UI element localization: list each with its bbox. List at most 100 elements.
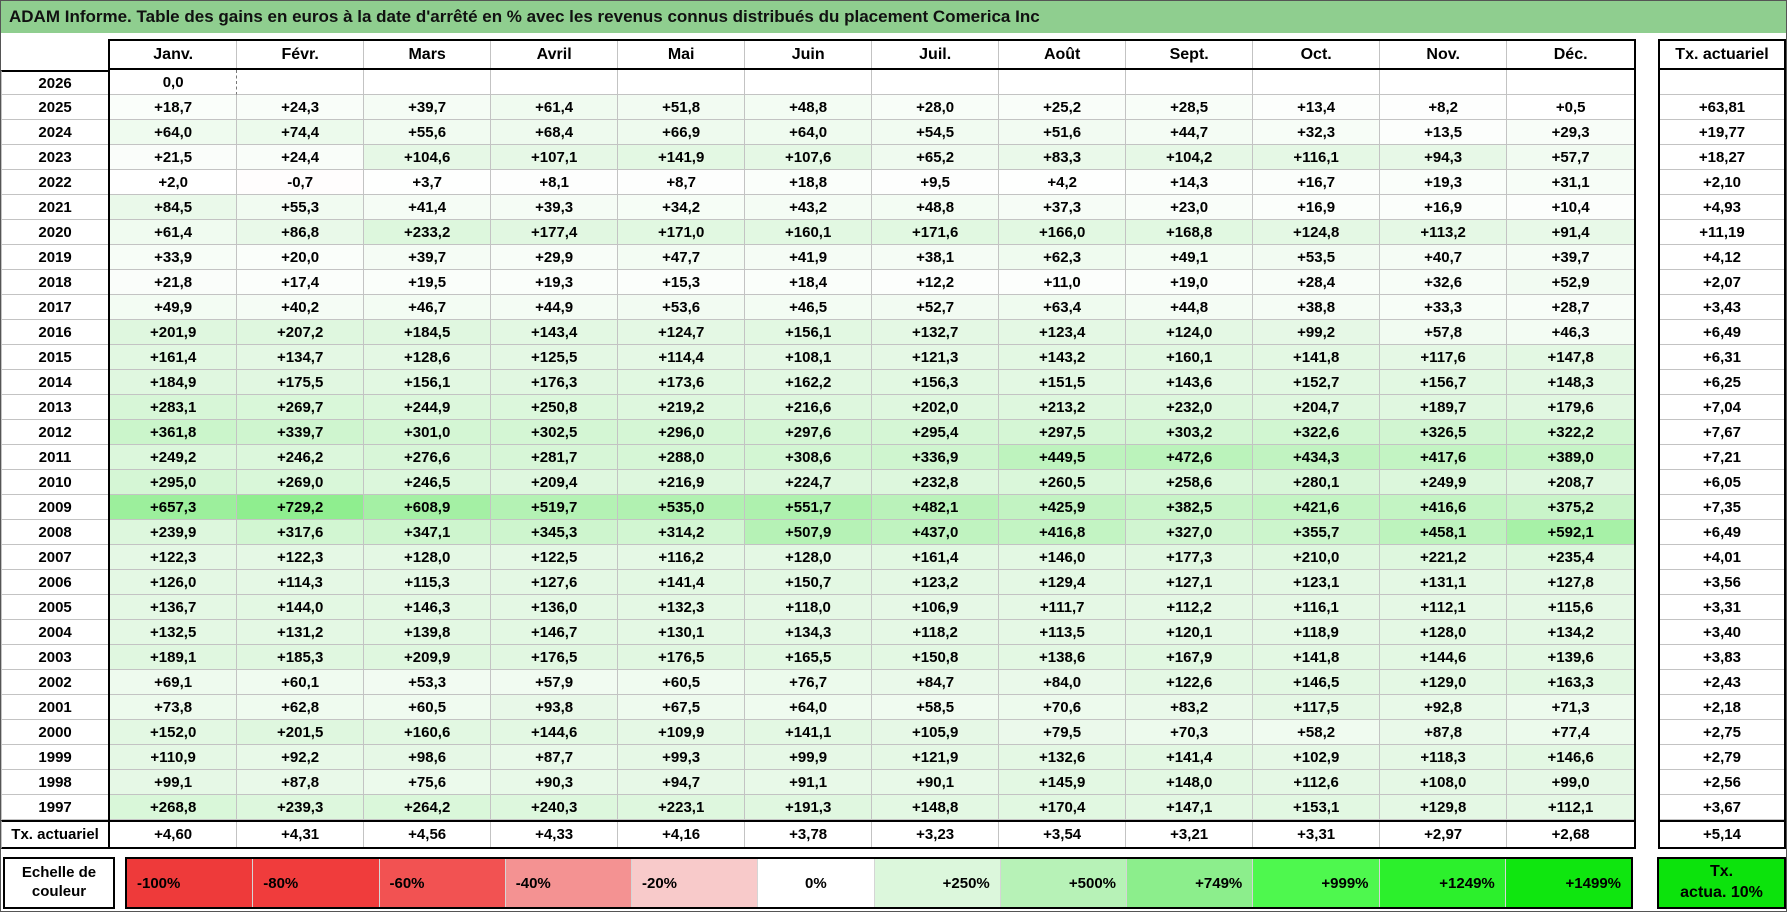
- table-cell[interactable]: +60,5: [364, 695, 492, 720]
- year-label[interactable]: 1997: [1, 795, 109, 820]
- table-cell[interactable]: +146,3: [364, 595, 492, 620]
- month-header[interactable]: Juil.: [872, 41, 1000, 68]
- footer-cell[interactable]: +4,56: [364, 822, 492, 847]
- table-cell[interactable]: +151,5: [999, 370, 1127, 395]
- scale-swatch[interactable]: +1249%: [1379, 859, 1506, 907]
- table-cell[interactable]: +288,0: [618, 445, 746, 470]
- table-cell[interactable]: +112,1: [1507, 795, 1635, 820]
- year-label[interactable]: 2016: [1, 320, 109, 345]
- table-cell[interactable]: +41,9: [745, 245, 873, 270]
- table-cell[interactable]: +64,0: [745, 120, 873, 145]
- table-cell[interactable]: +185,3: [237, 645, 365, 670]
- table-cell[interactable]: +221,2: [1380, 545, 1508, 570]
- table-cell[interactable]: +170,4: [999, 795, 1127, 820]
- table-cell[interactable]: +13,4: [1253, 95, 1381, 120]
- table-cell[interactable]: +28,7: [1507, 295, 1635, 320]
- year-label[interactable]: 2009: [1, 495, 109, 520]
- table-cell[interactable]: +339,7: [237, 420, 365, 445]
- table-cell[interactable]: +147,8: [1507, 345, 1635, 370]
- table-cell[interactable]: +15,3: [618, 270, 746, 295]
- table-cell[interactable]: +62,3: [999, 245, 1127, 270]
- table-cell[interactable]: +153,1: [1253, 795, 1381, 820]
- table-cell[interactable]: +118,3: [1380, 745, 1508, 770]
- table-cell[interactable]: +44,7: [1126, 120, 1254, 145]
- table-cell[interactable]: +8,2: [1380, 95, 1508, 120]
- table-cell[interactable]: +519,7: [491, 495, 619, 520]
- table-cell[interactable]: [1126, 70, 1254, 95]
- table-cell[interactable]: +99,1: [110, 770, 238, 795]
- table-cell[interactable]: +175,5: [237, 370, 365, 395]
- table-cell[interactable]: +161,4: [872, 545, 1000, 570]
- year-label[interactable]: 2021: [1, 195, 109, 220]
- table-cell[interactable]: +224,7: [745, 470, 873, 495]
- table-cell[interactable]: +176,3: [491, 370, 619, 395]
- table-cell[interactable]: +202,0: [872, 395, 1000, 420]
- table-cell[interactable]: +120,1: [1126, 620, 1254, 645]
- table-cell[interactable]: +18,7: [110, 95, 238, 120]
- table-cell[interactable]: +58,5: [872, 695, 1000, 720]
- table-cell[interactable]: +87,8: [1380, 720, 1508, 745]
- table-cell[interactable]: +416,6: [1380, 495, 1508, 520]
- table-cell[interactable]: +148,8: [872, 795, 1000, 820]
- table-cell[interactable]: +165,5: [745, 645, 873, 670]
- table-cell[interactable]: +132,7: [872, 320, 1000, 345]
- scale-swatch[interactable]: +250%: [874, 859, 1001, 907]
- table-cell[interactable]: +177,3: [1126, 545, 1254, 570]
- table-cell[interactable]: +91,4: [1507, 220, 1635, 245]
- table-cell[interactable]: +39,3: [491, 195, 619, 220]
- table-cell[interactable]: +336,9: [872, 445, 1000, 470]
- table-cell[interactable]: +125,5: [491, 345, 619, 370]
- table-cell[interactable]: +44,8: [1126, 295, 1254, 320]
- table-cell[interactable]: +264,2: [364, 795, 492, 820]
- scale-swatch[interactable]: +749%: [1127, 859, 1254, 907]
- month-header[interactable]: Avril: [491, 41, 619, 68]
- table-cell[interactable]: +191,3: [745, 795, 873, 820]
- month-header[interactable]: Août: [999, 41, 1127, 68]
- table-cell[interactable]: +114,4: [618, 345, 746, 370]
- table-cell[interactable]: +171,0: [618, 220, 746, 245]
- table-cell[interactable]: +34,2: [618, 195, 746, 220]
- table-cell[interactable]: +83,3: [999, 145, 1127, 170]
- table-cell[interactable]: +28,0: [872, 95, 1000, 120]
- table-cell[interactable]: +18,8: [745, 170, 873, 195]
- table-cell[interactable]: +58,2: [1253, 720, 1381, 745]
- year-label[interactable]: 2017: [1, 295, 109, 320]
- table-cell[interactable]: +104,2: [1126, 145, 1254, 170]
- table-cell[interactable]: +144,6: [1380, 645, 1508, 670]
- table-cell[interactable]: +122,5: [491, 545, 619, 570]
- month-header[interactable]: Déc.: [1553, 45, 1588, 63]
- table-cell[interactable]: +123,1: [1253, 570, 1381, 595]
- table-cell[interactable]: +162,2: [745, 370, 873, 395]
- table-cell[interactable]: +173,6: [618, 370, 746, 395]
- table-cell[interactable]: +99,0: [1507, 770, 1635, 795]
- scale-swatch[interactable]: +500%: [1000, 859, 1127, 907]
- table-cell[interactable]: +134,2: [1507, 620, 1635, 645]
- table-cell[interactable]: +232,0: [1126, 395, 1254, 420]
- table-cell[interactable]: +79,5: [999, 720, 1127, 745]
- table-cell[interactable]: +70,3: [1126, 720, 1254, 745]
- table-cell[interactable]: +382,5: [1126, 495, 1254, 520]
- tx-cell[interactable]: +2,43: [1659, 670, 1784, 695]
- table-cell[interactable]: +134,7: [237, 345, 365, 370]
- table-cell[interactable]: +39,7: [1507, 245, 1635, 270]
- table-cell[interactable]: +108,0: [1380, 770, 1508, 795]
- table-cell[interactable]: +71,3: [1507, 695, 1635, 720]
- table-cell[interactable]: +29,3: [1507, 120, 1635, 145]
- table-cell[interactable]: +60,1: [237, 670, 365, 695]
- tx-cell[interactable]: +19,77: [1659, 120, 1784, 145]
- table-cell[interactable]: +128,6: [364, 345, 492, 370]
- table-cell[interactable]: +551,7: [745, 495, 873, 520]
- tx-footer-cell[interactable]: +5,14: [1659, 820, 1784, 847]
- footer-cell[interactable]: +3,23: [872, 822, 1000, 847]
- year-label[interactable]: 2003: [1, 645, 109, 670]
- table-cell[interactable]: +124,7: [618, 320, 746, 345]
- year-label[interactable]: 2025: [1, 95, 109, 120]
- table-cell[interactable]: [1507, 70, 1635, 95]
- table-cell[interactable]: +232,8: [872, 470, 1000, 495]
- table-cell[interactable]: +136,0: [491, 595, 619, 620]
- table-cell[interactable]: +213,2: [999, 395, 1127, 420]
- tx-cell[interactable]: +4,12: [1659, 245, 1784, 270]
- table-cell[interactable]: +53,3: [364, 670, 492, 695]
- table-cell[interactable]: +239,3: [237, 795, 365, 820]
- table-cell[interactable]: +111,7: [999, 595, 1127, 620]
